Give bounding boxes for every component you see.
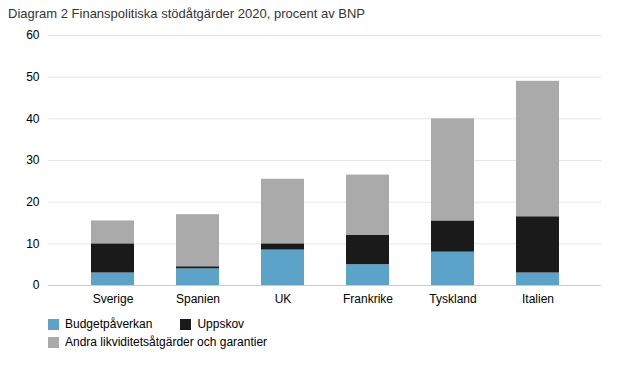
svg-text:UK: UK — [275, 292, 292, 306]
svg-text:Italien: Italien — [522, 292, 554, 306]
svg-text:30: 30 — [26, 153, 40, 167]
svg-text:60: 60 — [26, 28, 40, 42]
html-text:Budgetpåverkan: Budgetpåverkan — [65, 317, 153, 331]
svg-text:40: 40 — [26, 112, 40, 126]
svg-text:Sverige: Sverige — [93, 292, 134, 306]
html-text:Diagram 2 Finanspolitiska stöd: Diagram 2 Finanspolitiska stödåtgärder 2… — [8, 6, 365, 21]
svg-text:Spanien: Spanien — [176, 292, 220, 306]
svg-text:20: 20 — [26, 195, 40, 209]
html-text:Uppskov: Uppskov — [197, 317, 245, 331]
svg-text:50: 50 — [26, 70, 40, 84]
html-text:Andra likviditetsåtgärder och: Andra likviditetsåtgärder och garantier — [65, 335, 268, 349]
svg-text:0: 0 — [33, 278, 40, 292]
svg-text:Tyskland: Tyskland — [429, 292, 476, 306]
svg-text:Frankrike: Frankrike — [343, 292, 393, 306]
svg-text:10: 10 — [26, 237, 40, 251]
